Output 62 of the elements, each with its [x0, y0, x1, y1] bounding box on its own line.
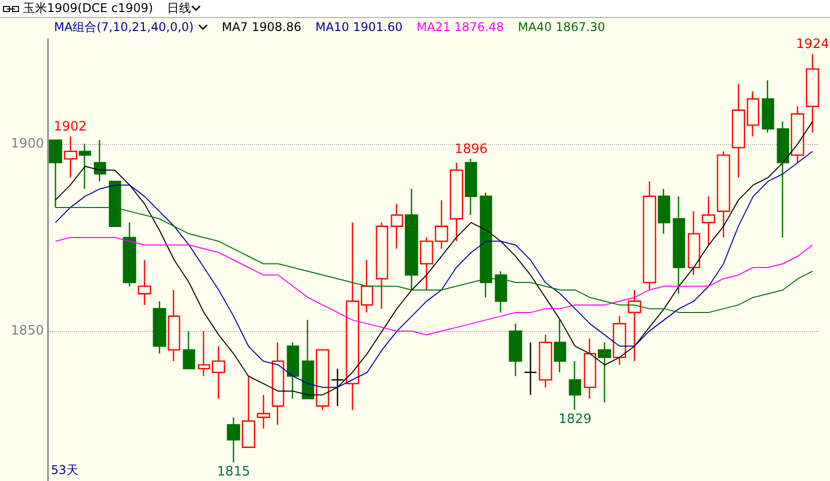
candlestick: [672, 196, 686, 294]
candlestick: [390, 203, 404, 250]
candlestick: [78, 143, 92, 190]
candlestick: [434, 199, 448, 250]
candlestick: [716, 150, 730, 238]
annotation: 1815: [217, 464, 250, 480]
candlestick: [642, 180, 656, 291]
candlestick: [790, 106, 804, 164]
candlestick: [762, 80, 774, 134]
candlestick: [122, 222, 136, 287]
candlestick: [554, 319, 566, 374]
candlestick: [198, 330, 210, 377]
candlestick: [732, 83, 746, 178]
annotation: 1902: [54, 119, 87, 134]
candlestick: [598, 342, 612, 403]
text: MA10 1901.60: [315, 20, 403, 34]
candlestick: [212, 346, 226, 400]
candlestick: [568, 360, 582, 410]
y-tick-label: 1900: [10, 136, 44, 152]
candlestick: [464, 158, 478, 216]
candlestick: [420, 236, 434, 291]
candlestick: [612, 316, 626, 366]
text: MA21 1876.48: [416, 20, 504, 34]
line-series: [54, 237, 814, 336]
y-tick-label: 1850: [10, 324, 44, 339]
candlestick: [346, 222, 360, 410]
candlestick: [806, 53, 820, 134]
candlestick: [286, 342, 300, 400]
candlestick: [524, 342, 538, 396]
candlestick: [688, 210, 700, 276]
candlestick: [316, 349, 330, 410]
chart-subtitle: 日线: [167, 1, 192, 15]
candlestick: [138, 259, 152, 306]
candlestick: [628, 289, 642, 362]
candlestick: [94, 139, 106, 182]
candlestick: [152, 300, 166, 354]
candlestick: [376, 222, 388, 310]
candlestick: [64, 136, 78, 178]
candlestick: [584, 338, 596, 400]
annotation: 1924: [796, 36, 830, 52]
candlestick: [746, 90, 760, 138]
candlestick: [702, 196, 716, 246]
annotation: 53天: [51, 462, 78, 479]
candlestick: [256, 394, 270, 430]
legend-label: MA7 1908.86: [222, 20, 302, 34]
candlestick: [272, 342, 284, 426]
candlestick: [776, 120, 790, 238]
candlestick: [226, 416, 240, 463]
candlestick: [242, 375, 256, 448]
candlestick: [538, 334, 552, 388]
text: MA40 1867.30: [518, 20, 606, 34]
annotation: 1896: [454, 142, 488, 157]
candlestick: [508, 323, 522, 377]
candlestick: [182, 330, 196, 370]
candlestick: [658, 188, 670, 234]
annotation: 1829: [558, 412, 592, 427]
candlestick: [302, 319, 314, 400]
chart-title: 玉米1909(DCE c1909): [23, 1, 154, 15]
text: MA组合(7,10,21,40,0,0): [54, 20, 194, 34]
candlestick: [360, 259, 374, 314]
candlestick: [168, 289, 180, 362]
candlestick: [450, 162, 464, 242]
